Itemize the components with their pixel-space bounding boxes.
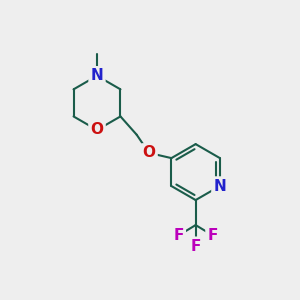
Text: F: F xyxy=(190,239,201,254)
Text: O: O xyxy=(142,146,155,160)
Text: F: F xyxy=(173,228,184,243)
Text: O: O xyxy=(91,122,103,137)
Text: N: N xyxy=(214,178,226,194)
Text: F: F xyxy=(208,228,218,243)
Text: N: N xyxy=(91,68,103,83)
